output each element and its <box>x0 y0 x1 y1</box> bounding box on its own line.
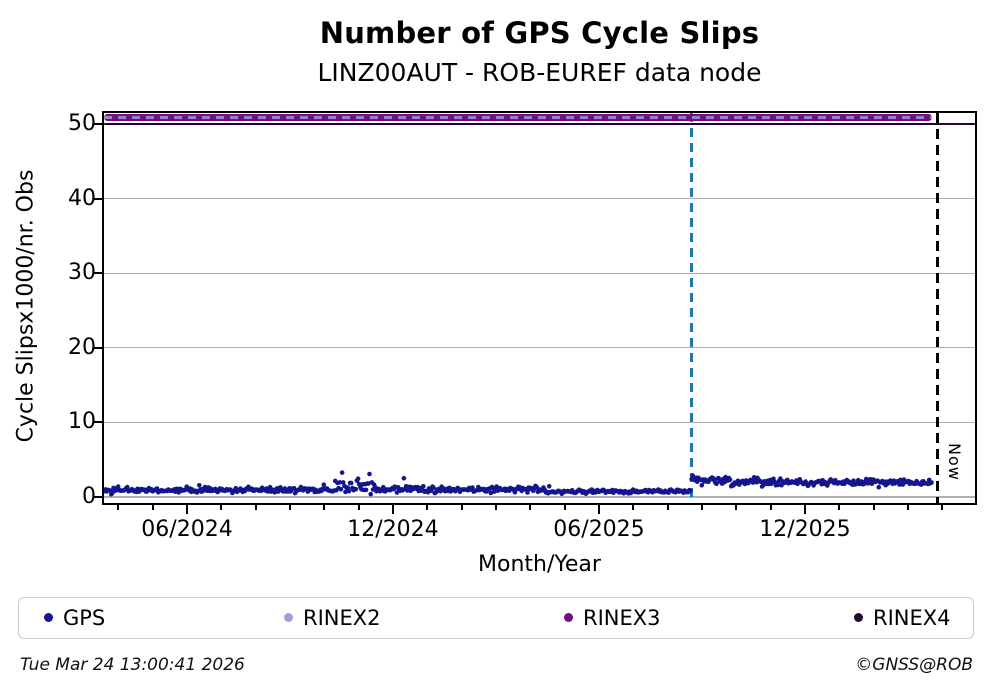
x-tick-mark-minor <box>563 505 566 510</box>
x-tick-mark-major <box>391 505 394 514</box>
x-tick-mark-minor <box>288 505 291 510</box>
y-tick-label: 40 <box>68 185 96 211</box>
x-axis-label: Month/Year <box>478 552 601 577</box>
y-gridline <box>104 197 975 200</box>
y-tick-mark <box>94 496 103 498</box>
y-tick-mark <box>94 272 103 275</box>
x-tick-mark-minor <box>632 505 635 510</box>
x-tick-mark-minor <box>529 505 532 510</box>
y-tick-mark <box>94 123 103 125</box>
footer-timestamp: Tue Mar 24 13:00:41 2026 <box>20 655 245 675</box>
legend-label-rinex2: RINEX2 <box>303 605 381 630</box>
legend-marker-rinex3 <box>564 613 573 622</box>
series-line-rinex4 <box>104 122 975 126</box>
x-tick-mark-minor <box>941 505 944 510</box>
x-tick-mark-minor <box>117 505 120 510</box>
x-tick-mark-minor <box>494 505 497 510</box>
y-tick-mark <box>94 421 103 424</box>
x-tick-mark-minor <box>700 505 703 510</box>
x-tick-mark-minor <box>666 505 669 510</box>
y-tick-mark <box>94 197 103 200</box>
y-gridline <box>104 272 975 274</box>
x-tick-mark-major <box>597 505 600 514</box>
legend-label-rinex3: RINEX3 <box>583 605 661 630</box>
now-line <box>936 113 940 503</box>
legend-marker-rinex2 <box>284 613 293 622</box>
legend-item-gps: GPS <box>44 598 105 637</box>
event-line <box>689 113 693 503</box>
plot-area: Now <box>102 111 977 505</box>
x-tick-mark-minor <box>735 505 738 510</box>
x-tick-mark-minor <box>838 505 841 510</box>
x-tick-mark-major <box>186 505 188 514</box>
legend-item-rinex2: RINEX2 <box>284 598 381 637</box>
y-tick-label: 30 <box>68 260 96 286</box>
x-tick-label: 06/2025 <box>553 517 645 542</box>
x-tick-mark-minor <box>426 505 429 510</box>
x-tick-mark-minor <box>872 505 875 510</box>
y-gridline <box>104 496 975 498</box>
now-label: Now <box>944 443 964 481</box>
y-gridline <box>104 347 975 349</box>
x-tick-label: 12/2024 <box>347 517 439 542</box>
legend-item-rinex3: RINEX3 <box>564 598 661 637</box>
x-tick-label: 12/2025 <box>759 517 851 542</box>
x-tick-mark-minor <box>151 505 154 510</box>
gps-scatter <box>104 470 934 497</box>
footer-credit: ©GNSS@ROB <box>855 655 973 675</box>
legend-label-rinex4: RINEX4 <box>873 605 951 630</box>
x-tick-mark-minor <box>906 505 909 510</box>
y-tick-label: 20 <box>68 334 96 360</box>
y-tick-label: 10 <box>68 409 96 435</box>
y-tick-label: 0 <box>82 484 96 509</box>
page-title: Number of GPS Cycle Slips <box>319 16 760 50</box>
legend-marker-rinex4 <box>854 613 863 622</box>
y-gridline <box>104 421 975 424</box>
x-tick-mark-minor <box>460 505 463 510</box>
legend-label-gps: GPS <box>63 605 106 630</box>
page-subtitle: LINZ00AUT - ROB-EUREF data node <box>317 58 762 87</box>
y-tick-mark <box>94 346 103 349</box>
x-tick-mark-major <box>803 505 806 514</box>
y-tick-label: 50 <box>68 111 96 136</box>
legend-item-rinex4: RINEX4 <box>854 598 951 637</box>
x-tick-mark-minor <box>357 505 360 510</box>
x-tick-mark-minor <box>220 505 223 510</box>
x-tick-mark-minor <box>769 505 772 510</box>
legend-marker-gps <box>44 613 53 622</box>
x-tick-label: 06/2024 <box>141 517 233 542</box>
x-tick-mark-minor <box>323 505 326 510</box>
chart-legend: GPS RINEX2 RINEX3 RINEX4 <box>18 597 974 639</box>
x-tick-mark-minor <box>254 505 257 510</box>
series-line-rinex2 <box>104 116 933 119</box>
y-axis-label-text: Cycle Slipsx1000/nr. Obs <box>13 169 39 443</box>
